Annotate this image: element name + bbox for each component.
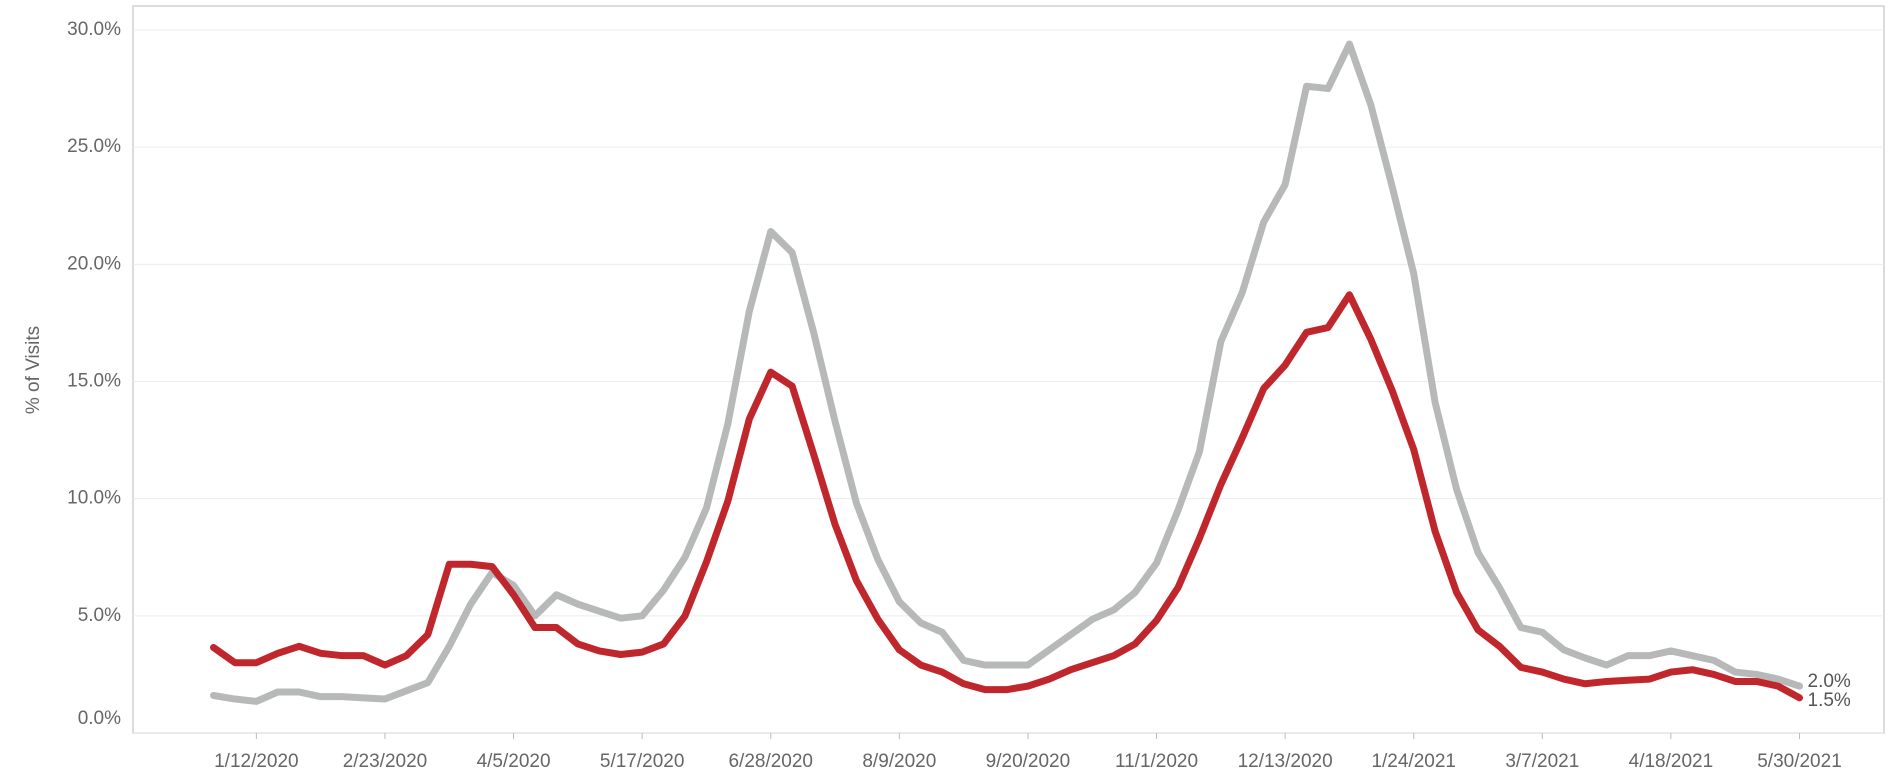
- x-tick-label: 9/20/2020: [986, 751, 1071, 772]
- data-label: 2.0%: [1808, 671, 1851, 692]
- y-tick-label: 10.0%: [67, 488, 121, 509]
- data-label: 1.5%: [1808, 690, 1851, 711]
- y-tick-label: 25.0%: [67, 136, 121, 157]
- plot-frame: [132, 5, 1885, 734]
- x-tick-label: 2/23/2020: [343, 751, 428, 772]
- series-line: [210, 291, 1803, 702]
- x-tick-label: 11/1/2020: [1115, 751, 1198, 772]
- y-tick-label: 0.0%: [78, 708, 121, 729]
- x-tick-label: 1/24/2021: [1371, 751, 1456, 772]
- x-tick-label: 6/28/2020: [728, 751, 813, 772]
- x-tick-label: 3/7/2021: [1505, 751, 1579, 772]
- x-tick-label: 5/30/2021: [1757, 751, 1842, 772]
- x-tick-label: 8/9/2020: [862, 751, 936, 772]
- x-tick-label: 4/5/2020: [477, 751, 551, 772]
- y-tick-label: 30.0%: [67, 19, 121, 40]
- y-tick-label: 15.0%: [67, 371, 121, 392]
- x-tick-label: 4/18/2021: [1629, 751, 1714, 772]
- x-tick-label: 1/12/2020: [214, 751, 299, 772]
- y-tick-label: 20.0%: [67, 253, 121, 274]
- y-tick-label: 5.0%: [78, 605, 121, 626]
- x-tick-label: 12/13/2020: [1238, 751, 1333, 772]
- x-tick-label: 5/17/2020: [600, 751, 685, 772]
- series-line: [210, 40, 1803, 705]
- y-axis-label: % of Visits: [23, 326, 44, 414]
